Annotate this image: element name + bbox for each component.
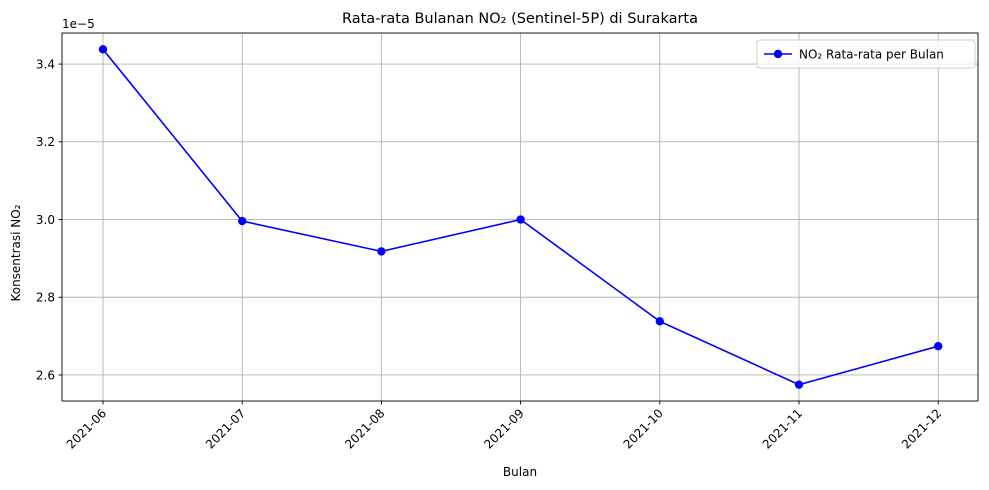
y-tick-label: 2.8 <box>36 291 55 305</box>
data-point <box>377 247 386 256</box>
legend-box <box>756 39 976 69</box>
data-point <box>655 317 664 326</box>
y-tick-label: 3.4 <box>36 57 55 71</box>
x-axis-title: Bulan <box>503 465 537 479</box>
y-axis-title: Konsentrasi NO₂ <box>9 204 23 301</box>
plot-frame <box>61 32 979 402</box>
data-point <box>934 342 943 351</box>
y-tick-label: 3.2 <box>36 135 55 149</box>
data-point <box>98 45 108 54</box>
legend-marker <box>773 49 783 59</box>
chart-title: Rata-rata Bulanan NO₂ (Sentinel-5P) di S… <box>342 11 698 27</box>
y-tick-label: 2.6 <box>36 368 55 382</box>
series-layer <box>98 45 943 389</box>
legend: NO₂ Rata-rata per Bulan <box>756 39 976 69</box>
legend-entry-label: NO₂ Rata-rata per Bulan <box>799 48 944 62</box>
y-tick-label: 3.0 <box>36 213 55 227</box>
y-offset-label: 1e−5 <box>62 17 95 31</box>
data-point <box>238 216 247 226</box>
data-point <box>794 380 804 389</box>
grid <box>62 33 978 401</box>
data-point <box>516 215 525 224</box>
